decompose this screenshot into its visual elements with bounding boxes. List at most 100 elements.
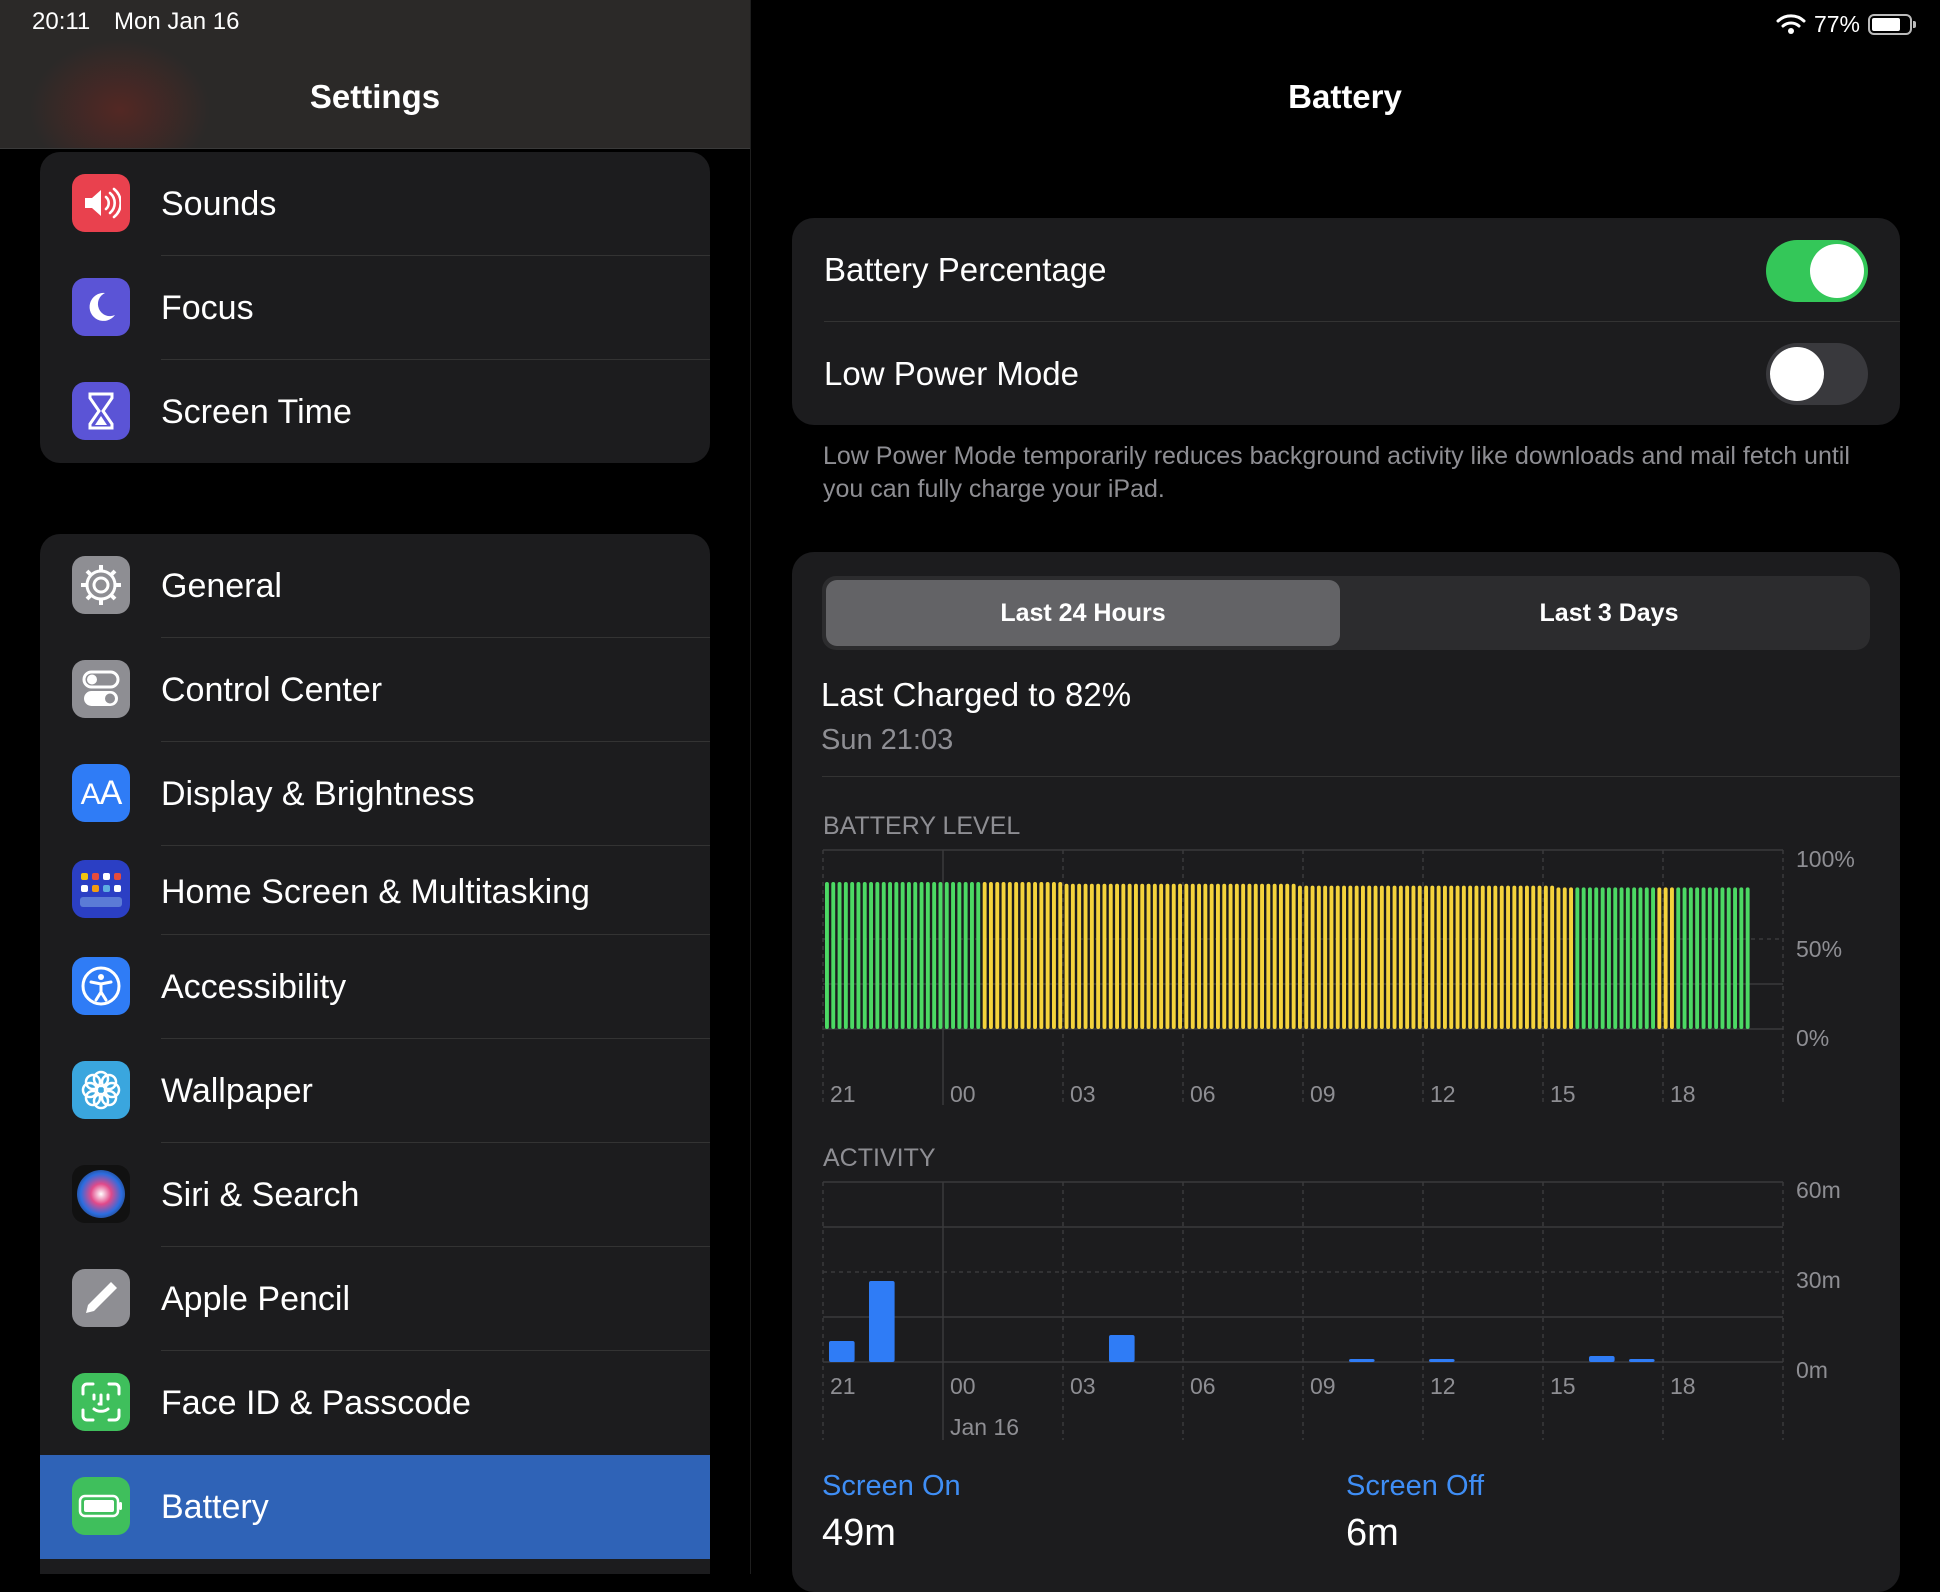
x-tick-label: 12 (1430, 1081, 1456, 1107)
battery-level-bar (1506, 885, 1510, 1029)
separator (161, 637, 710, 638)
battery-level-bar (1455, 885, 1460, 1029)
gear-icon (72, 556, 130, 614)
battery-level-bar (1430, 885, 1435, 1029)
x-tick-label: 00 (950, 1373, 976, 1399)
battery-level-bar (1020, 882, 1025, 1029)
battery-level-bar (1745, 887, 1750, 1029)
status-indicators: 77% (1776, 8, 1916, 40)
battery-level-bar (944, 882, 949, 1029)
battery-level-bar (1392, 885, 1397, 1029)
x-tick-label: 03 (1070, 1373, 1096, 1399)
battery-level-bar (1720, 887, 1725, 1029)
separator (161, 1246, 710, 1247)
battery-level-bar (1234, 883, 1239, 1029)
battery-level-bar (1323, 885, 1328, 1029)
battery-level-bar (1310, 885, 1315, 1029)
battery-level-bar (951, 882, 955, 1029)
battery-level-bar (1209, 883, 1214, 1029)
battery-level-bar (1052, 882, 1056, 1029)
battery-level-bar (1083, 883, 1088, 1029)
battery-level-bar (982, 882, 987, 1029)
battery-level-bar (1354, 885, 1359, 1029)
battery-level-bar (1525, 885, 1529, 1029)
battery-level-bar (1632, 887, 1637, 1029)
toggle-knob (1770, 347, 1824, 401)
sidebar-item-general[interactable]: General (40, 534, 710, 638)
screen-on-label: Screen On (822, 1470, 961, 1502)
battery-level-bar (1171, 883, 1176, 1029)
sidebar-item-siri-search[interactable]: Siri & Search (40, 1143, 710, 1247)
battery-level-bar (1342, 885, 1346, 1029)
battery-level-bar (1102, 883, 1107, 1029)
sidebar-item-label: Battery (161, 1488, 269, 1526)
sidebar-item-battery[interactable]: Battery (40, 1455, 710, 1559)
activity-title: ACTIVITY (823, 1144, 936, 1172)
battery-level-bar (932, 882, 937, 1029)
battery-level-fill (1872, 17, 1900, 31)
battery-level-bar (1556, 887, 1561, 1029)
sidebar-item-home-screen[interactable]: Home Screen & Multitasking (40, 846, 710, 935)
sidebar-item-label: Face ID & Passcode (161, 1384, 471, 1422)
battery-level-bar (995, 882, 1000, 1029)
sidebar-title: Settings (309, 78, 441, 115)
face-id-icon (72, 1373, 130, 1431)
battery-status-icon (1868, 13, 1916, 35)
toggle-knob (1810, 244, 1864, 298)
low-power-mode-toggle[interactable] (1766, 343, 1868, 405)
battery-level-bar (831, 882, 836, 1029)
last-charged-time: Sun 21:03 (821, 724, 954, 756)
y-tick-label: 0% (1796, 1025, 1829, 1051)
sidebar-item-focus[interactable]: Focus (40, 256, 710, 360)
battery-level-bar (1373, 885, 1378, 1029)
battery-level-bar (843, 882, 848, 1029)
settings-group-1: Sounds Focus Screen Time (40, 152, 710, 463)
battery-level-bar (1127, 883, 1132, 1029)
battery-level-bar (1537, 885, 1542, 1029)
battery-level-bar (1304, 885, 1309, 1029)
speaker-icon (72, 174, 130, 232)
battery-level-bar (1499, 885, 1504, 1029)
battery-level-bar (976, 882, 981, 1029)
sidebar-item-sounds[interactable]: Sounds (40, 152, 710, 256)
sidebar-item-label: Sounds (161, 185, 277, 223)
battery-level-bar (900, 882, 905, 1029)
battery-level-bar (1291, 883, 1296, 1029)
tab-last-24-hours[interactable]: Last 24 Hours (826, 580, 1340, 646)
activity-bar (1349, 1359, 1375, 1362)
y-tick-label: 0m (1796, 1357, 1828, 1383)
battery-level-bar (1285, 883, 1290, 1029)
x-date-label: Jan 16 (950, 1414, 1019, 1440)
x-tick-label: 09 (1310, 1081, 1336, 1107)
battery-level-bar (1443, 885, 1447, 1029)
battery-level-bar (1159, 883, 1164, 1029)
screen-on-value: 49m (822, 1512, 896, 1554)
battery-level-bar (1348, 885, 1353, 1029)
sidebar-item-screen-time[interactable]: Screen Time (40, 360, 710, 463)
sidebar-item-label: Apple Pencil (161, 1280, 351, 1318)
sidebar-item-apple-pencil[interactable]: Apple Pencil (40, 1247, 710, 1351)
activity-bar (1589, 1356, 1615, 1362)
battery-level-bar (919, 882, 924, 1029)
battery-level-bar (1026, 882, 1031, 1029)
battery-level-bar (1543, 885, 1548, 1029)
battery-level-bar (1411, 885, 1416, 1029)
battery-level-bar (1279, 883, 1283, 1029)
sidebar-item-wallpaper[interactable]: Wallpaper (40, 1039, 710, 1143)
tab-last-3-days[interactable]: Last 3 Days (1539, 598, 1679, 627)
battery-level-bar (1203, 883, 1208, 1029)
battery-percentage-toggle[interactable] (1766, 240, 1868, 302)
separator (161, 1038, 710, 1039)
sidebar-item-face-id[interactable]: Face ID & Passcode (40, 1351, 710, 1455)
sidebar-item-display-brightness[interactable]: AA Display & Brightness (40, 742, 710, 846)
battery-level-bar (1613, 887, 1618, 1029)
sidebar-item-accessibility[interactable]: Accessibility (40, 935, 710, 1039)
sidebar-item-label: General (161, 567, 282, 605)
battery-level-title: BATTERY LEVEL (823, 812, 1020, 840)
battery-level-bar (1266, 883, 1271, 1029)
y-tick-label: 60m (1796, 1177, 1841, 1203)
sidebar-item-control-center[interactable]: Control Center (40, 638, 710, 742)
flower-icon (72, 1061, 130, 1119)
separator (161, 741, 710, 742)
battery-level-bar (1247, 883, 1252, 1029)
